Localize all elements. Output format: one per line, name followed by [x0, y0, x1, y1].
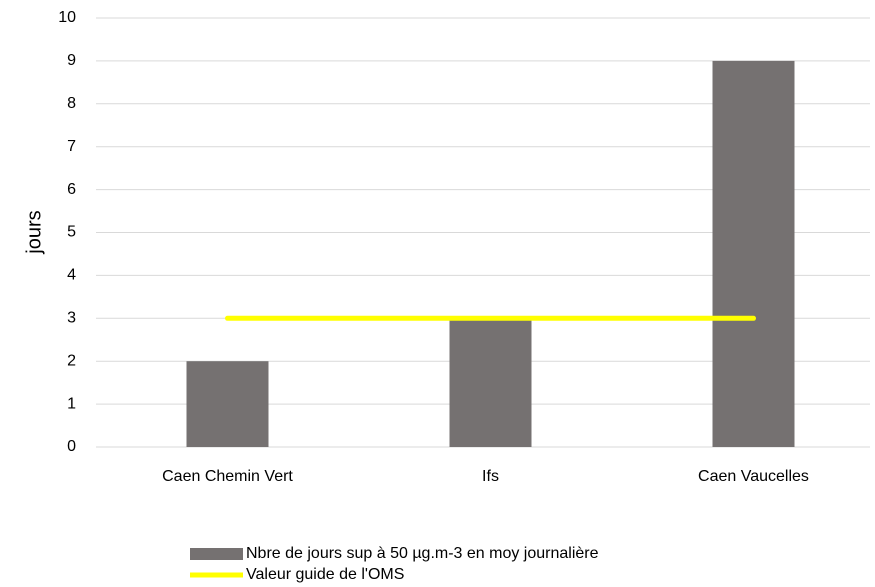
x-tick-label: Ifs: [482, 468, 499, 485]
legend-swatch: [190, 548, 243, 560]
bar: [186, 361, 269, 447]
y-tick-label: 10: [58, 9, 76, 26]
legend-label: Valeur guide de l'OMS: [246, 566, 404, 583]
bar: [449, 318, 532, 447]
y-tick-label: 9: [67, 52, 76, 69]
y-tick-label: 5: [67, 224, 76, 241]
y-tick-label: 6: [67, 181, 76, 198]
legend-label: Nbre de jours sup à 50 µg.m-3 en moy jou…: [246, 545, 599, 562]
y-tick-label: 8: [67, 95, 76, 112]
x-tick-label: Caen Chemin Vert: [162, 468, 293, 485]
y-tick-label: 7: [67, 138, 76, 155]
y-tick-label: 1: [67, 395, 76, 412]
y-tick-label: 3: [67, 310, 76, 327]
y-tick-label: 2: [67, 352, 76, 369]
y-tick-label: 4: [67, 267, 76, 284]
y-axis-label: jours: [23, 210, 45, 254]
y-tick-label: 0: [67, 438, 76, 455]
bar: [712, 60, 795, 448]
x-tick-label: Caen Vaucelles: [698, 468, 809, 485]
